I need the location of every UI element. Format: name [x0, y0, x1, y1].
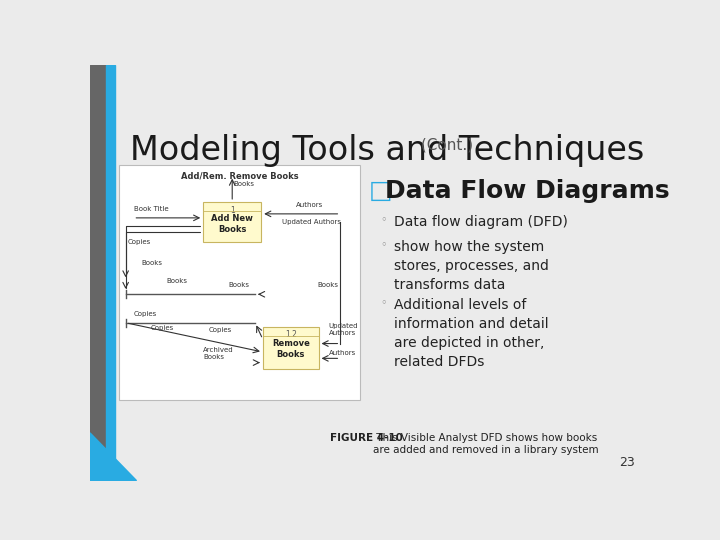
Text: Authors: Authors	[329, 350, 356, 356]
Text: Add/Rem. Remove Books: Add/Rem. Remove Books	[181, 171, 298, 180]
Text: Data Flow Diagrams: Data Flow Diagrams	[385, 179, 670, 202]
Text: Copies: Copies	[150, 326, 174, 332]
Bar	[120, 165, 360, 400]
Text: Additional levels of
information and detail
are depicted in other,
related DFDs: Additional levels of information and det…	[394, 298, 549, 369]
Bar	[106, 65, 114, 481]
Text: Updated Authors: Updated Authors	[282, 219, 341, 225]
Text: (Cont.): (Cont.)	[415, 138, 472, 153]
Text: 1: 1	[230, 206, 235, 215]
Text: 23: 23	[619, 456, 635, 469]
Text: Books: Books	[317, 282, 338, 288]
Bar	[90, 65, 106, 481]
Text: Book Title: Book Title	[134, 206, 168, 212]
Text: Books: Books	[234, 181, 255, 187]
Text: Copies: Copies	[209, 327, 232, 333]
Bar	[263, 327, 319, 369]
Bar	[203, 202, 261, 242]
Text: Data flow diagram (DFD): Data flow diagram (DFD)	[394, 215, 567, 229]
Text: Books: Books	[228, 282, 249, 288]
Text: Add New
Books: Add New Books	[211, 214, 253, 234]
Text: show how the system
stores, processes, and
transforms data: show how the system stores, processes, a…	[394, 240, 549, 292]
Text: Modeling Tools and Techniques: Modeling Tools and Techniques	[130, 134, 644, 167]
Text: Copies: Copies	[127, 239, 150, 245]
Text: 1.2: 1.2	[285, 330, 297, 340]
Text: □: □	[369, 179, 392, 202]
Text: Books: Books	[166, 279, 187, 285]
Text: Copies: Copies	[133, 311, 157, 317]
Polygon shape	[90, 433, 137, 481]
Text: Remove
Books: Remove Books	[271, 339, 310, 359]
Text: ◦: ◦	[381, 215, 387, 225]
Text: This Visible Analyst DFD shows how books
are added and removed in a library syst: This Visible Analyst DFD shows how books…	[373, 433, 598, 455]
Text: Books: Books	[141, 260, 162, 266]
Text: ◦: ◦	[381, 298, 387, 308]
Text: Updated
Authors: Updated Authors	[329, 323, 359, 336]
Text: FIGURE 4-10: FIGURE 4-10	[330, 433, 403, 443]
Text: Archived
Books: Archived Books	[203, 347, 234, 360]
Text: Authors: Authors	[296, 202, 323, 208]
Text: ◦: ◦	[381, 240, 387, 251]
